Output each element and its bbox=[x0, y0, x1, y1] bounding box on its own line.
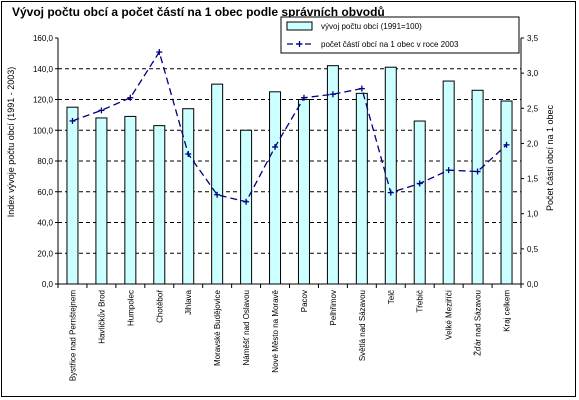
bar bbox=[297, 99, 310, 285]
point bbox=[185, 150, 192, 157]
x-tick-label: Třebíč bbox=[416, 290, 425, 313]
point bbox=[358, 85, 365, 92]
x-tick-label: Bystřice nad Pernštejnem bbox=[68, 290, 77, 381]
point bbox=[214, 191, 221, 198]
point bbox=[329, 91, 336, 98]
bar bbox=[326, 65, 339, 285]
legend-bar-swatch bbox=[286, 21, 313, 31]
y2-tick-label: 2,0 bbox=[527, 139, 539, 148]
point bbox=[300, 94, 307, 101]
y-tick-label: 0,0 bbox=[42, 280, 54, 289]
bar bbox=[500, 100, 513, 285]
y-tick-label: 40,0 bbox=[37, 219, 53, 228]
y2-axis-label: Počet částí obcí na 1 obec bbox=[545, 104, 555, 211]
point bbox=[156, 49, 163, 56]
x-tick-label: Kraj celkem bbox=[503, 290, 512, 332]
bar bbox=[95, 117, 108, 285]
bar bbox=[413, 120, 426, 285]
point bbox=[416, 180, 423, 187]
point bbox=[503, 141, 510, 148]
bar bbox=[124, 115, 137, 285]
x-tick-label: Pacov bbox=[300, 290, 309, 312]
y2-ticks: 0,0 0,5 1,0 1,5 2,0 2,5 3,0 3,5 bbox=[521, 34, 539, 289]
series-line bbox=[72, 50, 507, 203]
point bbox=[474, 168, 481, 175]
chart-title: Vývoj počtu obcí a počet částí na 1 obec… bbox=[12, 5, 385, 19]
point bbox=[445, 167, 452, 174]
x-tick-label: Žďár nad Sázavou bbox=[474, 290, 483, 356]
legend-entry-bars: vývoj počtu obcí (1991=100) bbox=[321, 22, 422, 31]
bar bbox=[355, 92, 368, 285]
y2-tick-label: 0,0 bbox=[527, 280, 539, 289]
x-tick-label: Velké Meziříčí bbox=[445, 289, 454, 340]
bar bbox=[269, 91, 282, 285]
y-tick-label: 20,0 bbox=[37, 249, 53, 258]
legend-entry-line: počet částí obcí na 1 obec v roce 2003 bbox=[321, 40, 459, 49]
y2-tick-label: 1,0 bbox=[527, 210, 539, 219]
y-tick-label: 100,0 bbox=[33, 126, 54, 135]
y-ticks: 0,0 20,0 40,0 60,0 80,0 100,0 120,0 140,0 160,0 bbox=[33, 34, 58, 289]
x-tick-label: Náměšť nad Oslavou bbox=[242, 290, 251, 365]
line-series bbox=[69, 49, 510, 205]
x-tick-label: Nové Město na Moravě bbox=[271, 289, 280, 372]
point bbox=[127, 94, 134, 101]
y-axis-label: Index vývoje počtu obcí (1991 - 2003) bbox=[6, 67, 16, 218]
bar bbox=[153, 125, 166, 285]
bar bbox=[471, 89, 484, 285]
y2-tick-label: 0,5 bbox=[527, 245, 539, 254]
y-tick-label: 120,0 bbox=[33, 96, 54, 105]
y2-tick-label: 3,0 bbox=[527, 69, 539, 78]
x-tick-label: Telč bbox=[387, 290, 396, 304]
point bbox=[69, 117, 76, 124]
x-ticks: Bystřice nad Pernštejnem Havlíčkův Brod Hu… bbox=[57, 284, 522, 381]
y2-tick-label: 3,5 bbox=[527, 34, 539, 43]
bar bbox=[66, 106, 79, 285]
x-tick-label: Jihlava bbox=[184, 289, 193, 314]
point bbox=[272, 143, 279, 150]
y-tick-label: 160,0 bbox=[33, 34, 54, 43]
x-tick-label: Pelhřimov bbox=[329, 290, 338, 326]
legend-box bbox=[280, 16, 520, 54]
bars bbox=[66, 65, 513, 285]
legend: vývoj počtu obcí (1991=100) počet částí o… bbox=[280, 16, 520, 54]
y-tick-label: 80,0 bbox=[37, 157, 53, 166]
bar bbox=[211, 83, 224, 285]
x-tick-label: Havlíčkův Brod bbox=[97, 290, 106, 344]
x-tick-label: Humpolec bbox=[126, 290, 135, 326]
point bbox=[98, 107, 105, 114]
bar bbox=[240, 129, 253, 285]
bar bbox=[182, 108, 195, 285]
point bbox=[387, 189, 394, 196]
x-tick-label: Moravské Budějovice bbox=[213, 289, 222, 366]
x-tick-label: Světlá nad Sázavou bbox=[358, 290, 367, 361]
bar bbox=[384, 66, 397, 285]
x-tick-label: Chotěboř bbox=[155, 290, 164, 323]
y2-tick-label: 2,5 bbox=[527, 104, 539, 113]
y2-tick-label: 1,5 bbox=[527, 175, 539, 184]
point bbox=[243, 198, 250, 205]
y-tick-label: 140,0 bbox=[33, 65, 54, 74]
bar bbox=[442, 80, 455, 285]
y-tick-label: 60,0 bbox=[37, 188, 53, 197]
